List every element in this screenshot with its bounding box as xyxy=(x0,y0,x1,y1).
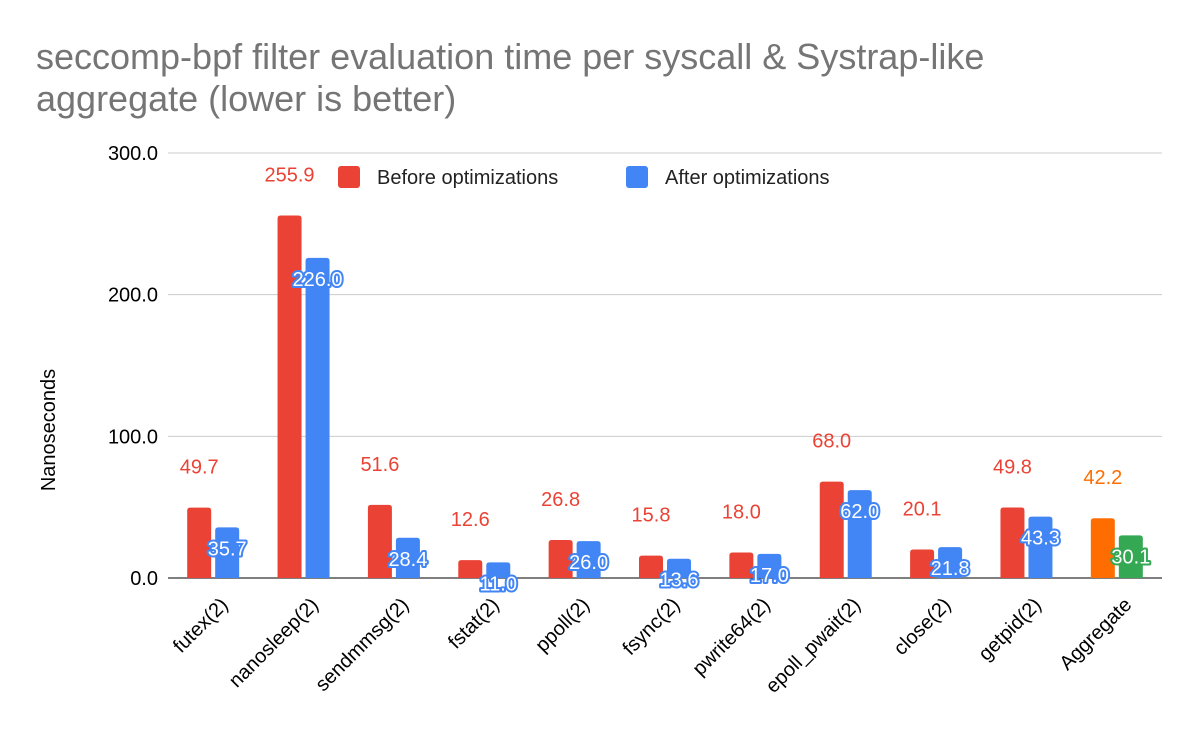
data-label-after: 11.0 xyxy=(480,573,517,595)
data-label-before: 68.0 xyxy=(812,431,851,453)
x-tick-label: sendmmsg(2) xyxy=(311,594,413,696)
legend-label-before: Before optimizations xyxy=(377,167,558,189)
bar-before xyxy=(729,552,754,578)
gridlines xyxy=(168,152,1162,579)
y-tick-label: 200.0 xyxy=(108,285,158,307)
bar-before xyxy=(910,549,935,578)
data-label-before: 20.1 xyxy=(903,499,942,521)
data-label-before: 26.8 xyxy=(541,489,580,511)
x-tick-label: getpid(2) xyxy=(975,594,1046,665)
x-tick-label: close(2) xyxy=(890,594,956,660)
y-tick-label: 0.0 xyxy=(130,568,158,590)
data-label-after: 21.8 xyxy=(931,558,970,580)
x-tick-label: pwrite64(2) xyxy=(688,594,774,680)
y-axis-label: Nanoseconds xyxy=(38,369,60,491)
x-tick-label: futex(2) xyxy=(169,594,233,658)
legend-label-after: After optimizations xyxy=(665,167,830,189)
y-tick-label: 300.0 xyxy=(108,143,158,165)
x-tick-label: ppoll(2) xyxy=(531,594,594,657)
bar-before xyxy=(187,507,212,578)
data-label-after: 226.0 xyxy=(293,269,343,291)
data-label-before: 42.2 xyxy=(1083,467,1122,489)
x-tick-label: fstat(2) xyxy=(444,594,504,654)
bars xyxy=(187,215,1143,578)
data-label-before: 15.8 xyxy=(632,505,671,527)
x-tick-label: epoll_pwait(2) xyxy=(762,594,866,698)
data-label-before: 255.9 xyxy=(265,164,315,186)
chart-title: seccomp-bpf filter evaluation time per s… xyxy=(36,36,985,119)
data-label-after: 13.6 xyxy=(660,570,699,592)
bar-after xyxy=(576,541,601,578)
data-labels: 49.7 35.7 255.9 226.0 51.6 28.4 12.6 11.0 26.8 26… xyxy=(180,164,1153,597)
bar-after xyxy=(938,547,963,578)
data-label-after: 35.7 xyxy=(208,538,247,560)
bar-after xyxy=(215,527,240,578)
bar-after xyxy=(757,553,782,578)
x-tick-label: fsync(2) xyxy=(619,594,685,660)
bar-after xyxy=(1028,516,1053,578)
bar-after xyxy=(395,537,420,578)
x-tick-label: Aggregate xyxy=(1055,594,1136,675)
bar-before xyxy=(1090,518,1115,578)
data-label-before: 49.7 xyxy=(180,457,219,479)
data-label-after: 17.0 xyxy=(750,565,789,587)
bar-before xyxy=(548,540,573,578)
bar-before xyxy=(458,560,483,578)
bar-before xyxy=(819,481,844,578)
bar-after xyxy=(667,558,691,578)
data-label-before: 49.8 xyxy=(993,456,1032,478)
data-label-after: 28.4 xyxy=(388,549,427,571)
data-label-before: 12.6 xyxy=(451,509,490,531)
bar-after xyxy=(486,562,511,578)
bar-before xyxy=(639,555,663,578)
legend-swatch-after xyxy=(626,166,648,188)
x-axis: futex(2)nanosleep(2)sendmmsg(2) fstat(2) p… xyxy=(169,594,1136,698)
data-label-before: 18.0 xyxy=(722,502,761,524)
bar-after xyxy=(305,257,330,578)
x-tick-label: nanosleep(2) xyxy=(225,594,323,692)
data-label-after: 26.0 xyxy=(569,552,608,574)
bar-after xyxy=(1118,535,1143,578)
bar-before xyxy=(1000,507,1025,578)
data-label-before: 51.6 xyxy=(360,454,399,476)
legend-swatch-before xyxy=(338,166,360,188)
data-label-after: 62.0 xyxy=(840,501,879,523)
y-axis: 0.0 100.0 200.0 300.0 xyxy=(108,143,158,590)
bar-before xyxy=(367,504,392,578)
legend: Before optimizations After optimizations xyxy=(338,166,830,189)
y-tick-label: 100.0 xyxy=(108,426,158,448)
bar-after xyxy=(847,490,872,578)
bar-before xyxy=(277,215,302,578)
data-label-after: 43.3 xyxy=(1021,528,1060,550)
data-label-after: 30.1 xyxy=(1111,546,1150,568)
